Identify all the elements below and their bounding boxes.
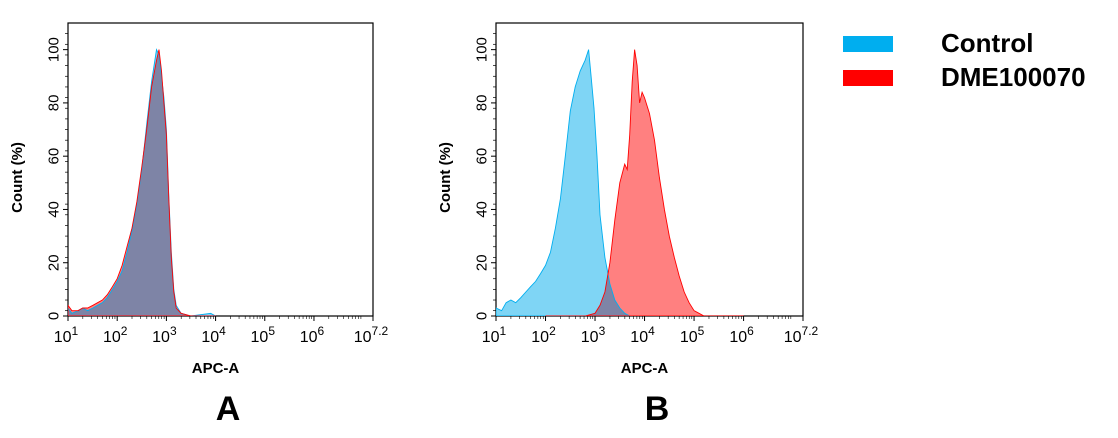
x-tick-label: 102: [531, 324, 556, 346]
x-axis-label: APC-A: [192, 360, 240, 377]
y-tick-label: 0: [46, 312, 63, 320]
y-axis-label: Count (%): [437, 142, 454, 213]
x-tick-label: 107.2: [354, 324, 389, 346]
y-tick-label: 100: [474, 37, 491, 62]
y-tick-label: 80: [474, 95, 491, 112]
area-control: [496, 49, 645, 316]
x-tick-label: 103: [581, 324, 606, 346]
legend-item-control: Control: [843, 28, 1113, 58]
legend-swatch-dme100070: [843, 70, 893, 86]
histogram-panel-b: 0 20 40 60 80 100 101 102 103 104 105 106 107.2 APC-A…: [437, 22, 819, 428]
area-dme100070: [545, 49, 744, 316]
legend-swatch-control: [843, 36, 893, 52]
panel-label: A: [216, 390, 241, 428]
y-tick-label: 60: [474, 148, 491, 165]
outline-control: [496, 49, 645, 316]
outline-dme100070: [545, 49, 744, 316]
y-tick-label: 0: [474, 312, 491, 320]
x-tick-label: 105: [251, 324, 276, 346]
x-tick-label: 104: [630, 324, 655, 346]
panel-label: B: [645, 390, 670, 428]
x-tick-label: 106: [729, 324, 754, 346]
y-tick-label: 60: [46, 148, 63, 165]
legend-label-dme100070: DME100070: [941, 62, 1086, 92]
y-axis-label: Count (%): [9, 142, 26, 213]
x-tick-label: 101: [54, 324, 79, 346]
legend: Control DME100070: [843, 28, 1113, 98]
y-tick-label: 100: [46, 37, 63, 62]
plot-frame: [67, 22, 374, 317]
legend-label-control: Control: [941, 28, 1034, 58]
x-tick-label: 106: [300, 324, 325, 346]
y-tick-label: 40: [46, 201, 63, 218]
y-tick-label: 40: [474, 201, 491, 218]
outline-dme100070: [68, 49, 216, 316]
x-tick-label: 107.2: [784, 324, 819, 346]
x-tick-label: 105: [680, 324, 705, 346]
histogram-panel-a: 0 20 40 60 80 100 101 102 103 104 105 106 107.2 APC-A…: [9, 22, 389, 428]
plot-area: [68, 48, 216, 316]
x-tick-label: 103: [152, 324, 177, 346]
plot-area: [496, 49, 744, 316]
x-axis-label: APC-A: [621, 360, 669, 377]
area-overlap: [68, 49, 216, 316]
y-tick-label: 20: [474, 254, 491, 271]
y-tick-label: 20: [46, 254, 63, 271]
legend-item-dme100070: DME100070: [843, 62, 1113, 92]
y-tick-label: 80: [46, 95, 63, 112]
x-tick-label: 101: [482, 324, 507, 346]
x-tick-label: 102: [103, 324, 128, 346]
x-tick-label: 104: [201, 324, 226, 346]
